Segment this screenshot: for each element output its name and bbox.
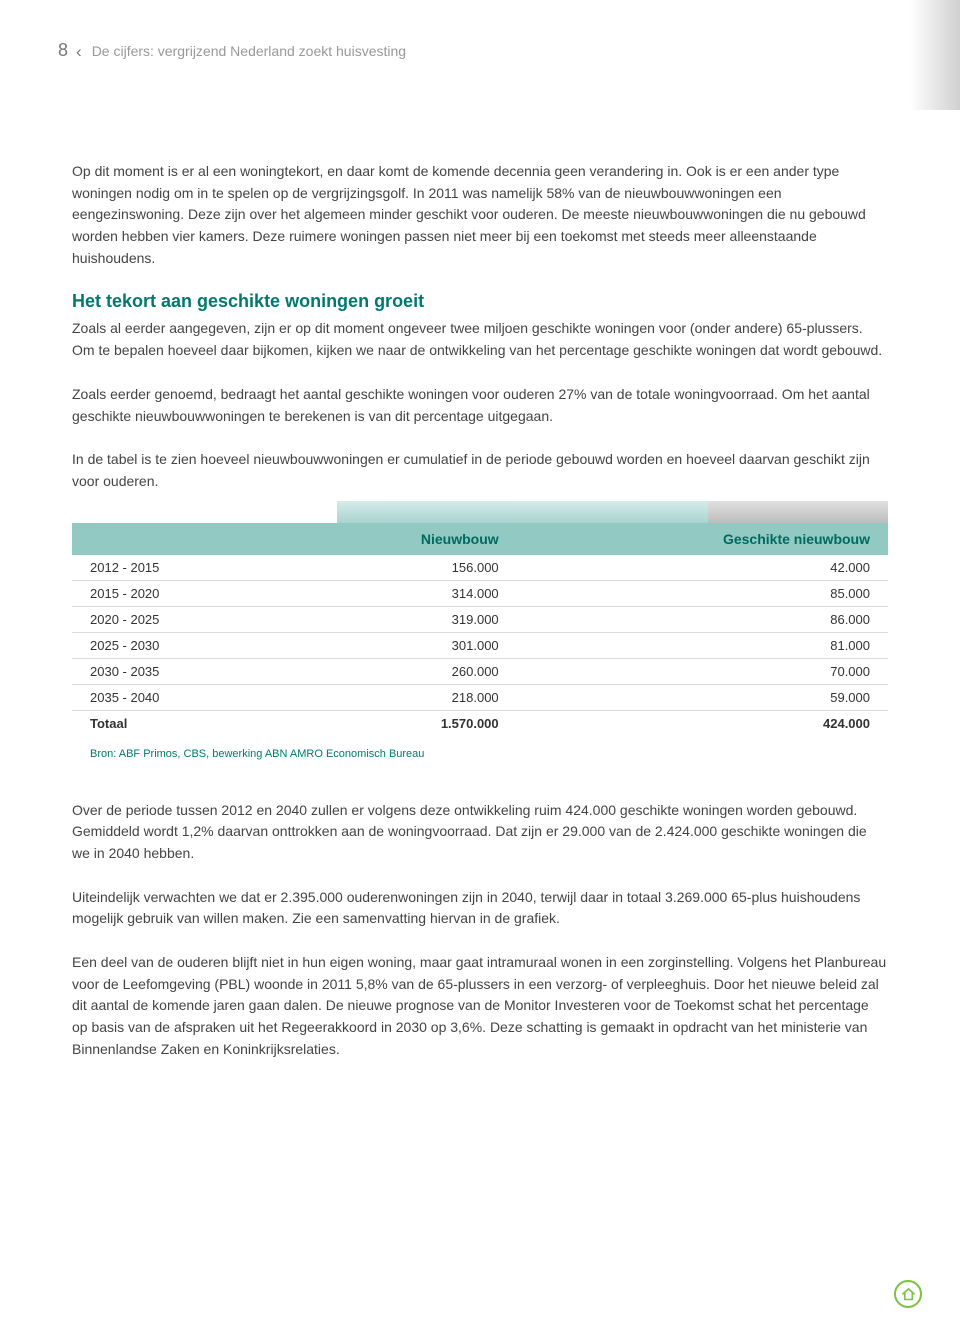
table-row: 2025 - 2030301.00081.000 [72,632,888,658]
table-row: 2015 - 2020314.00085.000 [72,580,888,606]
table-cell: 2012 - 2015 [72,555,286,581]
table-cell: Totaal [72,710,286,736]
table-cell: 70.000 [517,658,888,684]
table-cell: 424.000 [517,710,888,736]
page-header: 8 ‹ De cijfers: vergrijzend Nederland zo… [0,0,960,61]
table-header-gradient [337,501,888,523]
home-icon[interactable] [894,1280,922,1308]
table-cell: 2035 - 2040 [72,684,286,710]
table-cell: 218.000 [286,684,517,710]
table-cell: 156.000 [286,555,517,581]
table-cell: 2025 - 2030 [72,632,286,658]
table-cell: 59.000 [517,684,888,710]
data-table-wrap: Nieuwbouw Geschikte nieuwbouw 2012 - 201… [72,523,888,736]
table-cell: 260.000 [286,658,517,684]
section-paragraph-2: Zoals eerder genoemd, bedraagt het aanta… [72,384,888,427]
table-row: 2020 - 2025319.00086.000 [72,606,888,632]
section-heading: Het tekort aan geschikte woningen groeit [72,291,888,312]
table-source: Bron: ABF Primos, CBS, bewerking ABN AMR… [72,742,888,760]
col-header-nieuwbouw: Nieuwbouw [286,523,517,555]
table-cell: 86.000 [517,606,888,632]
after-paragraph-2: Uiteindelijk verwachten we dat er 2.395.… [72,887,888,930]
nieuwbouw-table: Nieuwbouw Geschikte nieuwbouw 2012 - 201… [72,523,888,736]
intro-paragraph: Op dit moment is er al een woningtekort,… [72,161,888,269]
after-paragraph-1: Over de periode tussen 2012 en 2040 zull… [72,800,888,865]
table-cell: 319.000 [286,606,517,632]
table-cell: 2015 - 2020 [72,580,286,606]
table-cell: 301.000 [286,632,517,658]
section-paragraph-3: In de tabel is te zien hoeveel nieuwbouw… [72,449,888,492]
chevron-left-icon: ‹ [76,42,82,62]
col-header-geschikte: Geschikte nieuwbouw [517,523,888,555]
table-cell: 1.570.000 [286,710,517,736]
table-row: 2012 - 2015156.00042.000 [72,555,888,581]
col-header-period [72,523,286,555]
table-cell: 42.000 [517,555,888,581]
table-row: 2030 - 2035260.00070.000 [72,658,888,684]
page-corner-gradient [910,0,960,110]
after-paragraph-3: Een deel van de ouderen blijft niet in h… [72,952,888,1060]
chapter-title: De cijfers: vergrijzend Nederland zoekt … [92,43,406,59]
page-number: 8 [58,40,68,61]
page-content: Op dit moment is er al een woningtekort,… [0,61,960,1060]
section-paragraph-1: Zoals al eerder aangegeven, zijn er op d… [72,318,888,361]
table-cell: 81.000 [517,632,888,658]
table-total-row: Totaal1.570.000424.000 [72,710,888,736]
table-cell: 2030 - 2035 [72,658,286,684]
table-cell: 2020 - 2025 [72,606,286,632]
table-cell: 85.000 [517,580,888,606]
table-cell: 314.000 [286,580,517,606]
table-row: 2035 - 2040218.00059.000 [72,684,888,710]
